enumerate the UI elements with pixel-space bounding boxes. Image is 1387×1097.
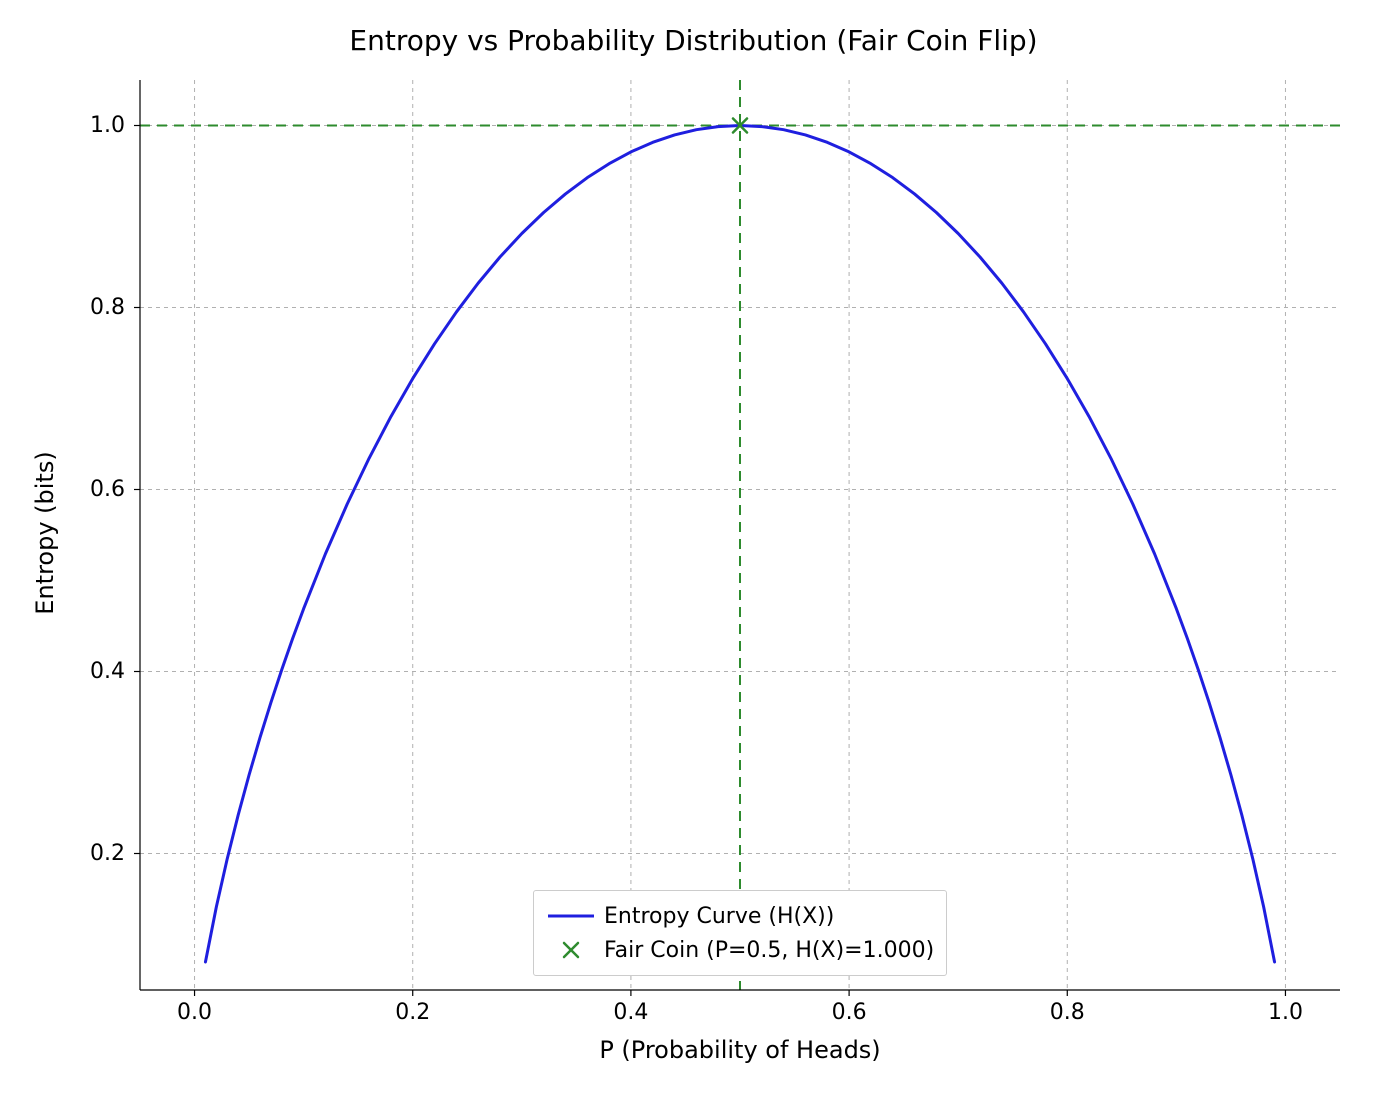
ytick-label: 1.0 [70, 113, 125, 138]
x-axis-label: P (Probability of Heads) [140, 1036, 1340, 1064]
legend-swatch-marker [546, 940, 596, 960]
xtick-label: 0.8 [1027, 1000, 1107, 1025]
legend-swatch-line [546, 906, 596, 926]
ytick-label: 0.8 [70, 295, 125, 320]
legend-label-entropy-curve: Entropy Curve (H(X)) [596, 904, 834, 929]
ytick-label: 0.6 [70, 477, 125, 502]
legend: Entropy Curve (H(X)) Fair Coin (P=0.5, H… [533, 890, 947, 976]
legend-item-entropy-curve: Entropy Curve (H(X)) [546, 899, 934, 933]
xtick-label: 0.6 [809, 1000, 889, 1025]
y-axis-label: Entropy (bits) [31, 78, 59, 988]
legend-label-fair-coin: Fair Coin (P=0.5, H(X)=1.000) [596, 938, 934, 963]
figure: Entropy vs Probability Distribution (Fai… [0, 0, 1387, 1097]
xtick-label: 0.0 [155, 1000, 235, 1025]
xtick-label: 1.0 [1245, 1000, 1325, 1025]
xtick-label: 0.4 [591, 1000, 671, 1025]
xtick-label: 0.2 [373, 1000, 453, 1025]
legend-item-fair-coin: Fair Coin (P=0.5, H(X)=1.000) [546, 933, 934, 967]
ytick-label: 0.2 [70, 841, 125, 866]
ytick-label: 0.4 [70, 659, 125, 684]
